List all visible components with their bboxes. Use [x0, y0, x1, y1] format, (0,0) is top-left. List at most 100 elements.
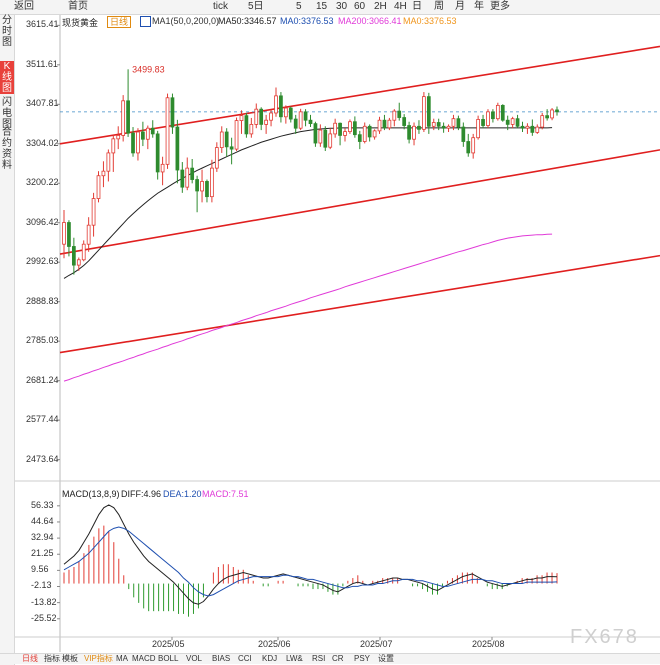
candle-body — [116, 135, 121, 140]
toolbar-item-7[interactable]: 5 — [296, 1, 302, 12]
candle-body — [214, 147, 219, 169]
candle-body — [417, 125, 421, 130]
toolbar-item-12[interactable]: 4H — [394, 1, 407, 12]
toolbar-item-13[interactable]: 日 — [412, 1, 422, 12]
bottom-item-9[interactable]: CCI — [238, 654, 252, 663]
bottom-item-0[interactable]: 日线 — [22, 654, 38, 663]
candle-body — [210, 167, 214, 198]
y-tick-label: 2473.64 — [26, 453, 59, 464]
candle-body — [446, 125, 451, 129]
candle-body — [530, 125, 535, 133]
sidebar-item-2[interactable]: 闪电图 — [2, 97, 12, 130]
candle-body — [377, 119, 382, 132]
channel-line-2 — [59, 254, 660, 354]
sidebar-item-1[interactable]: K线图 — [0, 61, 14, 94]
candle-body — [136, 131, 140, 154]
candle-body — [279, 95, 283, 118]
bottom-item-6[interactable]: BOLL — [158, 654, 179, 663]
candle-body — [71, 246, 76, 266]
toolbar-item-15[interactable]: 月 — [455, 1, 465, 12]
toolbar-item-6[interactable]: 5日 — [248, 1, 264, 12]
candle-body — [353, 121, 357, 136]
ma50-line — [63, 127, 553, 279]
toolbar-item-9[interactable]: 30 — [336, 1, 348, 12]
macd-diff-line — [63, 504, 558, 605]
candle-body — [239, 115, 244, 121]
candle-body — [101, 170, 106, 177]
candle-body — [535, 126, 540, 133]
bottom-item-7[interactable]: VOL — [186, 654, 203, 663]
toolbar-item-10[interactable]: 60 — [354, 1, 366, 12]
bottom-item-3[interactable]: VIP指标 — [84, 654, 113, 663]
y-tick-label: 3407.81 — [26, 98, 59, 109]
toolbar-item-1[interactable]: 首页 — [68, 1, 88, 12]
bottom-item-4[interactable]: MA — [116, 654, 128, 663]
toolbar-item-5[interactable]: tick — [213, 1, 228, 12]
toolbar-item-0[interactable]: 返回 — [14, 1, 34, 12]
candle-body — [382, 119, 387, 129]
candle-body — [229, 146, 234, 150]
candle-body — [510, 118, 515, 125]
bottom-item-12[interactable]: RSI — [312, 654, 326, 663]
y-tick-label: 3200.22 — [26, 177, 59, 188]
bottom-item-15[interactable]: 设置 — [378, 654, 394, 663]
candle-body — [555, 109, 559, 113]
candle-body — [96, 175, 101, 199]
candle-body — [372, 130, 377, 138]
bottom-item-5[interactable]: MACD — [132, 654, 156, 663]
candle-body — [303, 111, 308, 121]
bottom-item-1[interactable]: 指标 — [44, 654, 60, 663]
x-tick-label: 2025/05 — [152, 639, 185, 649]
macd-y-tick-label: -25.52 — [31, 612, 57, 623]
candle-body — [505, 119, 510, 125]
y-tick-label: 2681.24 — [26, 374, 59, 385]
candle-body — [422, 96, 426, 130]
x-tick-label: 2025/06 — [258, 639, 291, 649]
toolbar-item-18[interactable]: 更多 — [490, 1, 510, 12]
y-tick-label: 3304.02 — [26, 137, 59, 148]
candle-body — [431, 122, 436, 127]
candle-body — [412, 125, 416, 140]
toolbar-item-8[interactable]: 15 — [316, 1, 328, 12]
candle-body — [525, 125, 530, 129]
legend-period[interactable]: 日线 — [107, 16, 132, 28]
candle-body — [131, 132, 135, 154]
toolbar-item-11[interactable]: 2H — [374, 1, 387, 12]
bottom-item-8[interactable]: BIAS — [212, 654, 231, 663]
legend-chart-icon — [140, 16, 151, 27]
candle-body — [402, 117, 407, 126]
candle-body — [121, 100, 126, 136]
candle-body — [195, 179, 199, 192]
bottom-item-2[interactable]: 模板 — [62, 654, 78, 663]
candle-body — [145, 127, 150, 140]
candle-body — [486, 111, 490, 126]
legend-ma200: MA200:3066.41 — [338, 16, 402, 26]
bottom-item-11[interactable]: LW& — [286, 654, 303, 663]
candle-body — [387, 119, 392, 129]
candle-body — [367, 125, 372, 138]
macd-legend-name: MACD(13,8,9) — [62, 489, 120, 499]
candle-body — [461, 126, 466, 142]
candle-body — [441, 125, 446, 129]
channel-line-0 — [59, 45, 660, 145]
candle-body — [328, 133, 333, 148]
bottom-item-10[interactable]: KDJ — [262, 654, 278, 663]
y-tick-label: 2992.63 — [26, 256, 59, 267]
macd-y-tick-label: 44.64 — [31, 515, 54, 526]
toolbar-item-14[interactable]: 周 — [434, 1, 444, 12]
bottom-item-13[interactable]: CR — [332, 654, 344, 663]
candle-body — [293, 118, 298, 129]
candle-body — [456, 118, 461, 128]
candle-body — [155, 133, 160, 173]
sidebar-item-0[interactable]: 分时图 — [2, 15, 12, 48]
macd-y-tick-label: -2.13 — [31, 580, 52, 591]
candle-body — [540, 115, 545, 128]
bottom-item-14[interactable]: PSY — [354, 654, 371, 663]
candle-body — [180, 169, 185, 188]
x-tick-label: 2025/07 — [360, 639, 393, 649]
candle-body — [545, 115, 550, 119]
macd-y-tick-label: -13.82 — [31, 596, 57, 607]
sidebar-item-3[interactable]: 合约资料 — [2, 127, 12, 171]
toolbar-item-16[interactable]: 年 — [474, 1, 484, 12]
candle-body — [160, 163, 165, 173]
